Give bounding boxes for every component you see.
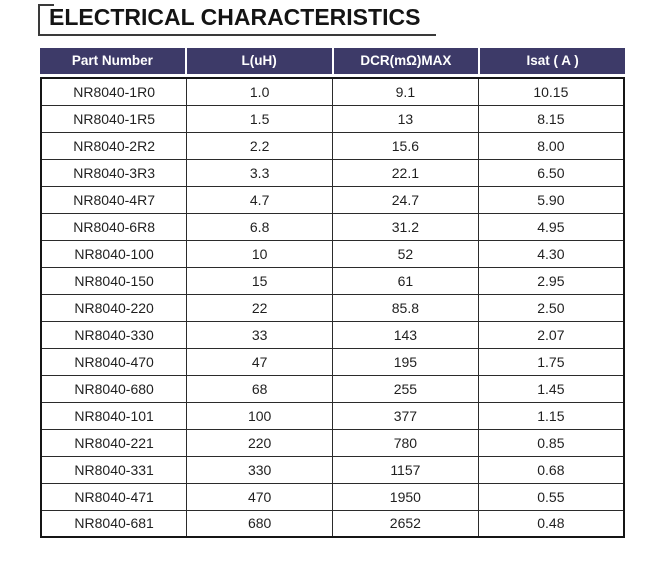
table-row: NR8040-471 470 1950 0.55 [40,482,625,511]
value-cell: 470 [186,482,333,511]
table-row: NR8040-150 15 61 2.95 [40,266,625,295]
part-number-cell: NR8040-331 [40,455,188,484]
value-cell: 680 [186,509,333,538]
value-cell: 1.0 [186,77,333,106]
part-number-cell: NR8040-2R2 [40,131,188,160]
value-cell: 6.8 [186,212,333,241]
value-cell: 1.75 [477,347,625,376]
value-cell: 61 [332,266,479,295]
table-row: NR8040-101 100 377 1.15 [40,401,625,430]
column-header: L(uH) [186,48,332,74]
value-cell: 10.15 [477,77,625,106]
part-number-cell: NR8040-1R0 [40,77,188,106]
value-cell: 780 [332,428,479,457]
part-number-cell: NR8040-330 [40,320,188,349]
value-cell: 22.1 [332,158,479,187]
column-header: Part Number [40,48,185,74]
title-block: ELECTRICAL CHARACTERISTICS [38,4,437,36]
part-number-cell: NR8040-220 [40,293,188,322]
page-title: ELECTRICAL CHARACTERISTICS [49,4,421,30]
value-cell: 0.85 [477,428,625,457]
table-row: NR8040-220 22 85.8 2.50 [40,293,625,322]
value-cell: 24.7 [332,185,479,214]
value-cell: 143 [332,320,479,349]
column-header: Isat ( A ) [480,48,625,74]
part-number-cell: NR8040-681 [40,509,188,538]
value-cell: 15.6 [332,131,479,160]
value-cell: 0.68 [477,455,625,484]
value-cell: 2.2 [186,131,333,160]
value-cell: 1157 [332,455,479,484]
value-cell: 15 [186,266,333,295]
value-cell: 8.00 [477,131,625,160]
table-row: NR8040-470 47 195 1.75 [40,347,625,376]
value-cell: 1.45 [477,374,625,403]
value-cell: 2.07 [477,320,625,349]
value-cell: 13 [332,104,479,133]
value-cell: 6.50 [477,158,625,187]
table-header-row: Part Number L(uH) DCR(mΩ)MAX Isat ( A ) [40,48,625,74]
part-number-cell: NR8040-680 [40,374,188,403]
value-cell: 4.95 [477,212,625,241]
part-number-cell: NR8040-4R7 [40,185,188,214]
value-cell: 195 [332,347,479,376]
table-row: NR8040-330 33 143 2.07 [40,320,625,349]
value-cell: 33 [186,320,333,349]
value-cell: 2.95 [477,266,625,295]
table-row: NR8040-3R3 3.3 22.1 6.50 [40,158,625,187]
value-cell: 8.15 [477,104,625,133]
value-cell: 3.3 [186,158,333,187]
column-header: DCR(mΩ)MAX [333,48,479,74]
part-number-cell: NR8040-221 [40,428,188,457]
value-cell: 9.1 [332,77,479,106]
value-cell: 255 [332,374,479,403]
table-row: NR8040-4R7 4.7 24.7 5.90 [40,185,625,214]
table-row: NR8040-221 220 780 0.85 [40,428,625,457]
value-cell: 377 [332,401,479,430]
part-number-cell: NR8040-471 [40,482,188,511]
table-row: NR8040-6R8 6.8 31.2 4.95 [40,212,625,241]
value-cell: 100 [186,401,333,430]
value-cell: 4.7 [186,185,333,214]
value-cell: 1950 [332,482,479,511]
table-row: NR8040-1R0 1.0 9.1 10.15 [40,77,625,106]
value-cell: 0.48 [477,509,625,538]
value-cell: 330 [186,455,333,484]
value-cell: 85.8 [332,293,479,322]
table-row: NR8040-1R5 1.5 13 8.15 [40,104,625,133]
value-cell: 47 [186,347,333,376]
value-cell: 10 [186,239,333,268]
value-cell: 31.2 [332,212,479,241]
part-number-cell: NR8040-100 [40,239,188,268]
table-row: NR8040-680 68 255 1.45 [40,374,625,403]
value-cell: 68 [186,374,333,403]
value-cell: 5.90 [477,185,625,214]
value-cell: 1.5 [186,104,333,133]
table-row: NR8040-331 330 1157 0.68 [40,455,625,484]
table-row: NR8040-681 680 2652 0.48 [40,509,625,538]
value-cell: 220 [186,428,333,457]
value-cell: 22 [186,293,333,322]
part-number-cell: NR8040-3R3 [40,158,188,187]
part-number-cell: NR8040-470 [40,347,188,376]
value-cell: 1.15 [477,401,625,430]
value-cell: 0.55 [477,482,625,511]
value-cell: 52 [332,239,479,268]
table-body: NR8040-1R0 1.0 9.1 10.15 NR8040-1R5 1.5 13 8.15… [40,77,625,538]
part-number-cell: NR8040-1R5 [40,104,188,133]
value-cell: 4.30 [477,239,625,268]
electrical-characteristics-table: NR8040-1R0 1.0 9.1 10.15 NR8040-1R5 1.5 13 8.15… [40,77,625,538]
table-row: NR8040-100 10 52 4.30 [40,239,625,268]
value-cell: 2.50 [477,293,625,322]
part-number-cell: NR8040-150 [40,266,188,295]
value-cell: 2652 [332,509,479,538]
table-row: NR8040-2R2 2.2 15.6 8.00 [40,131,625,160]
part-number-cell: NR8040-6R8 [40,212,188,241]
part-number-cell: NR8040-101 [40,401,188,430]
